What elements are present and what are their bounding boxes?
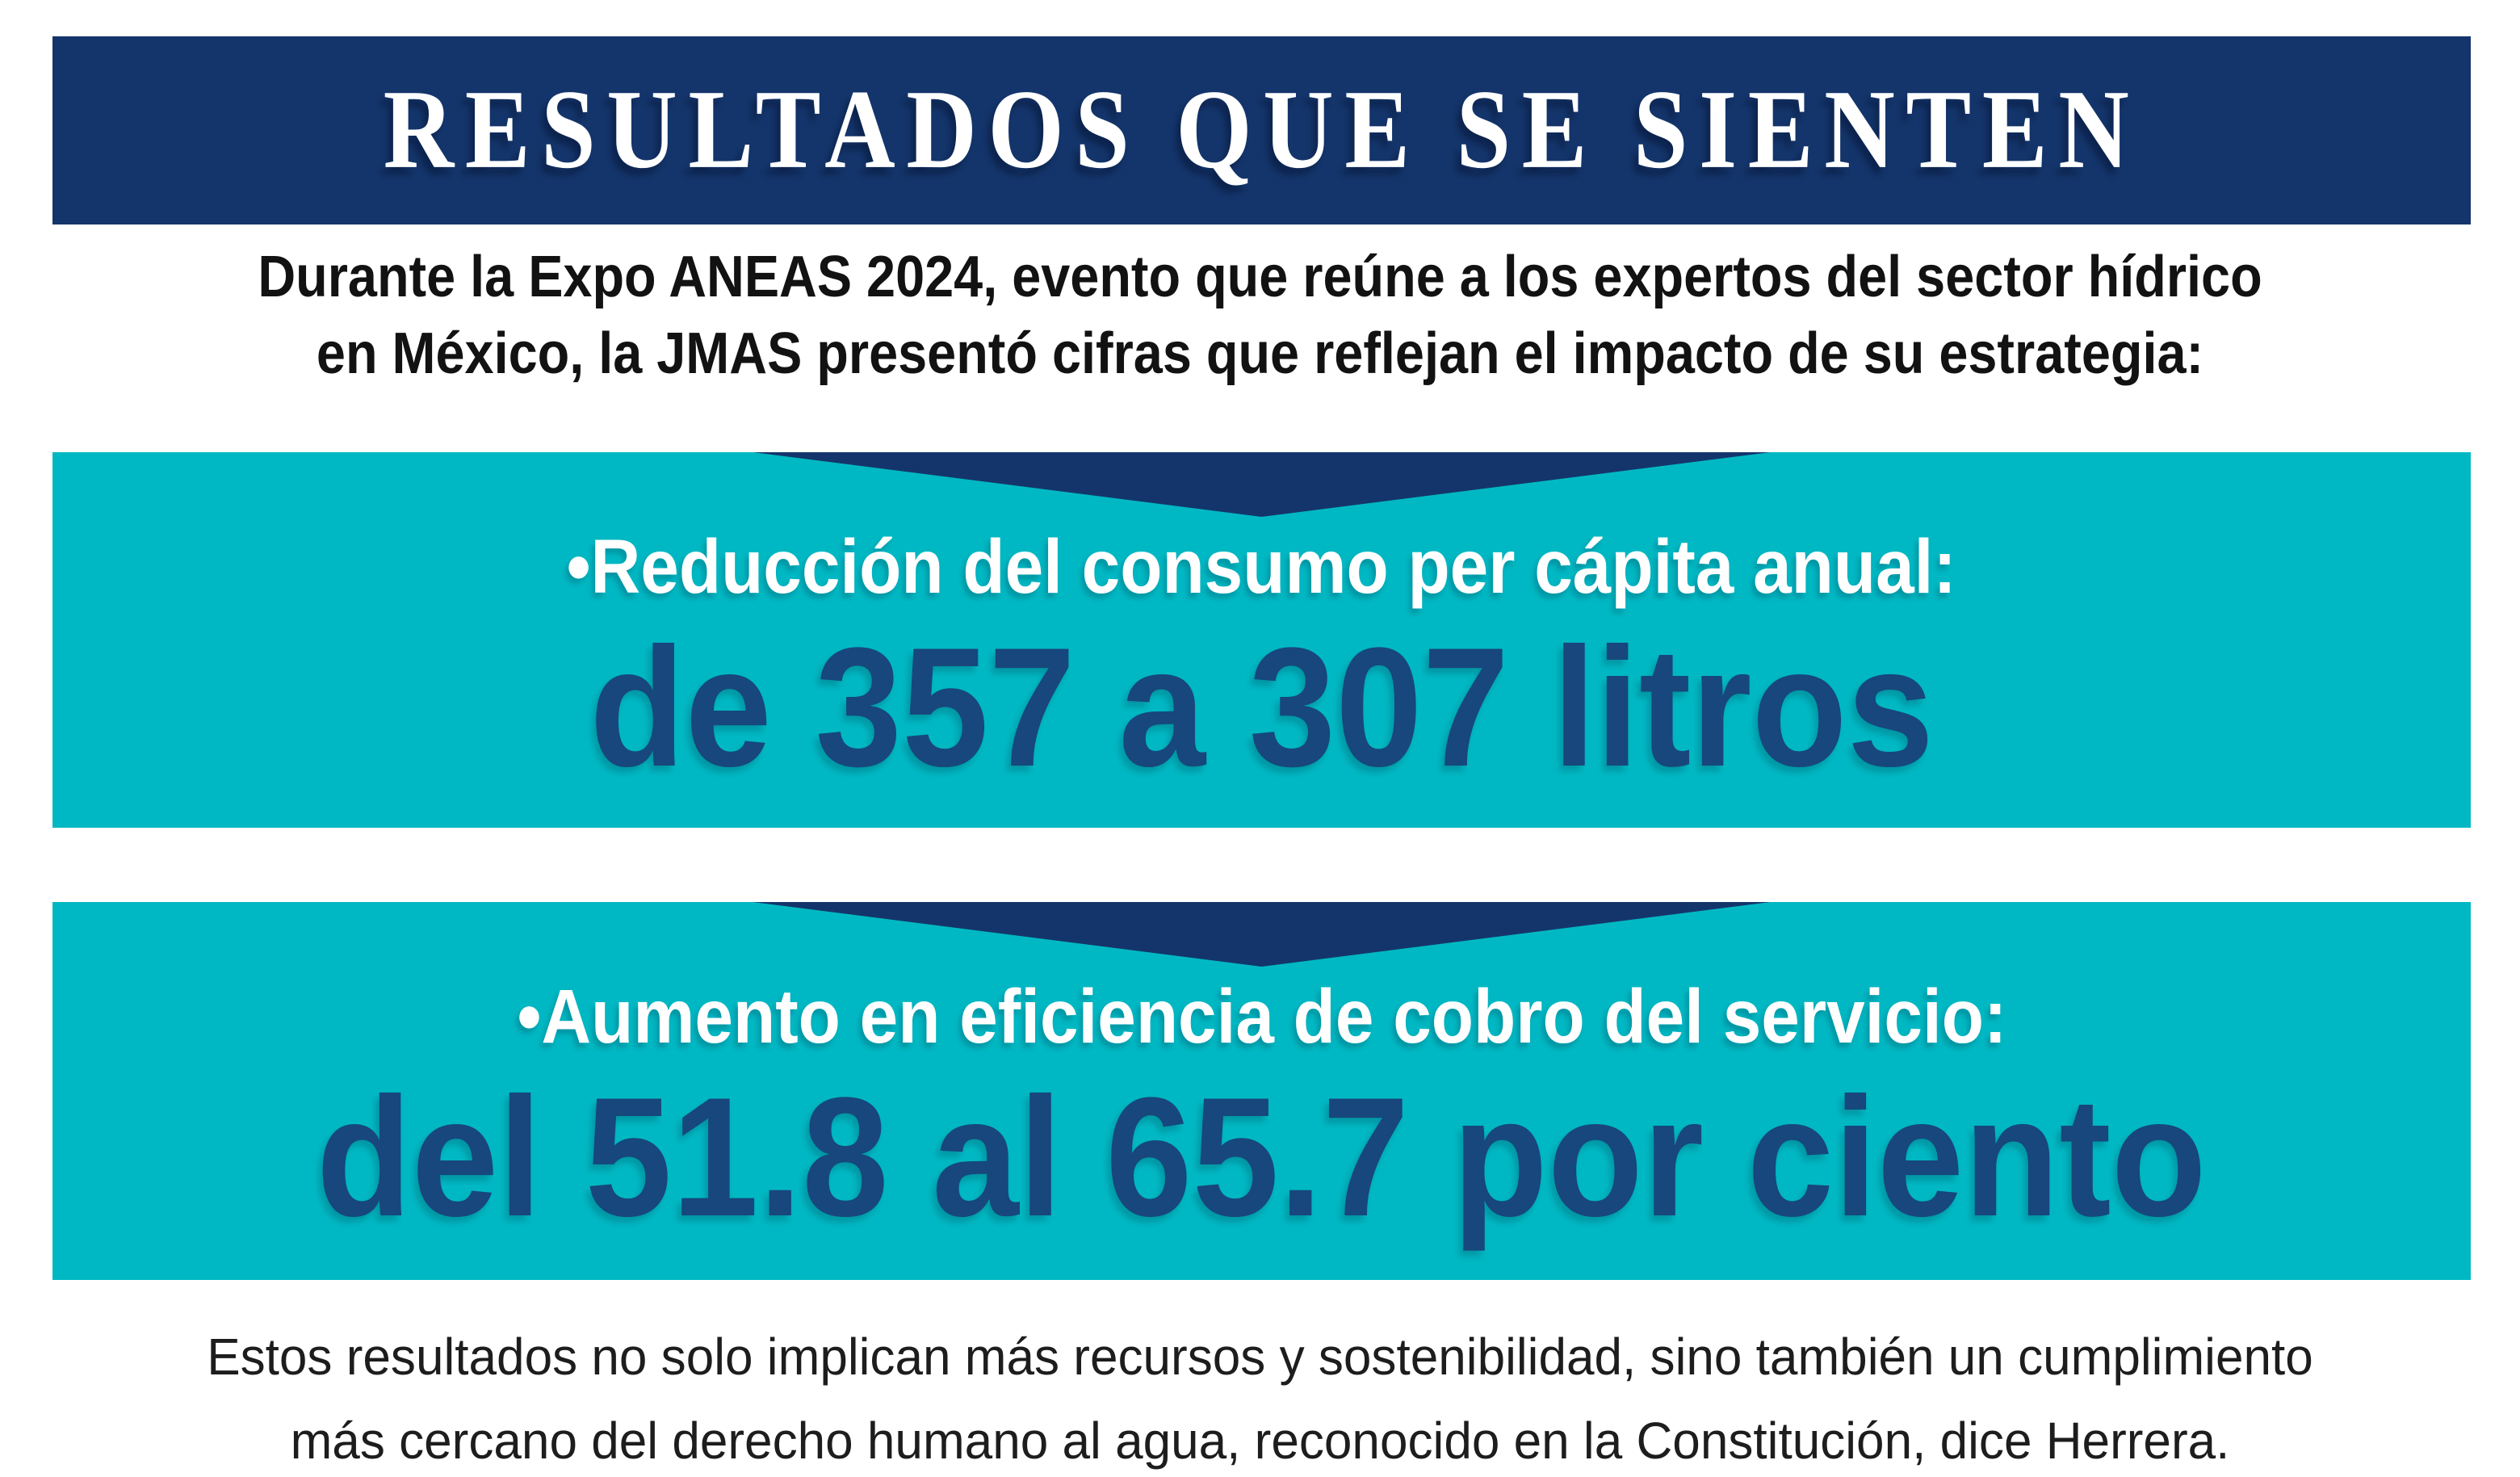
stat-value-collection-efficiency: del 51.8 al 65.7 por ciento — [317, 1062, 2207, 1252]
stat-label-consumption: •Reducción del consumo per cápita anual: — [566, 524, 1957, 610]
page-title: RESULTADOS QUE SE SIENTEN — [383, 67, 2141, 193]
footer-text-line-1: Estos resultados no solo implican más re… — [207, 1328, 2313, 1386]
stat-card-collection-efficiency: •Aumento en eficiencia de cobro del serv… — [52, 902, 2471, 1280]
intro-text-line-2: en México, la JMAS presentó cifras que r… — [316, 321, 2204, 386]
stat-value-consumption: de 357 a 307 litros — [589, 612, 1934, 802]
header-banner: RESULTADOS QUE SE SIENTEN — [52, 36, 2471, 224]
down-arrow-icon — [753, 452, 1771, 517]
stat-card-consumption: •Reducción del consumo per cápita anual:… — [52, 452, 2471, 828]
stat-label-collection-efficiency: •Aumento en eficiencia de cobro del serv… — [517, 974, 2006, 1059]
footer-paragraph: Estos resultados no solo implican más re… — [0, 1315, 2520, 1477]
intro-text-line-1: Durante la Expo ANEAS 2024, evento que r… — [258, 245, 2262, 309]
footer-text-line-2: más cercano del derecho humano al agua, … — [290, 1412, 2230, 1470]
down-arrow-icon — [753, 902, 1771, 967]
intro-paragraph: Durante la Expo ANEAS 2024, evento que r… — [0, 239, 2520, 392]
